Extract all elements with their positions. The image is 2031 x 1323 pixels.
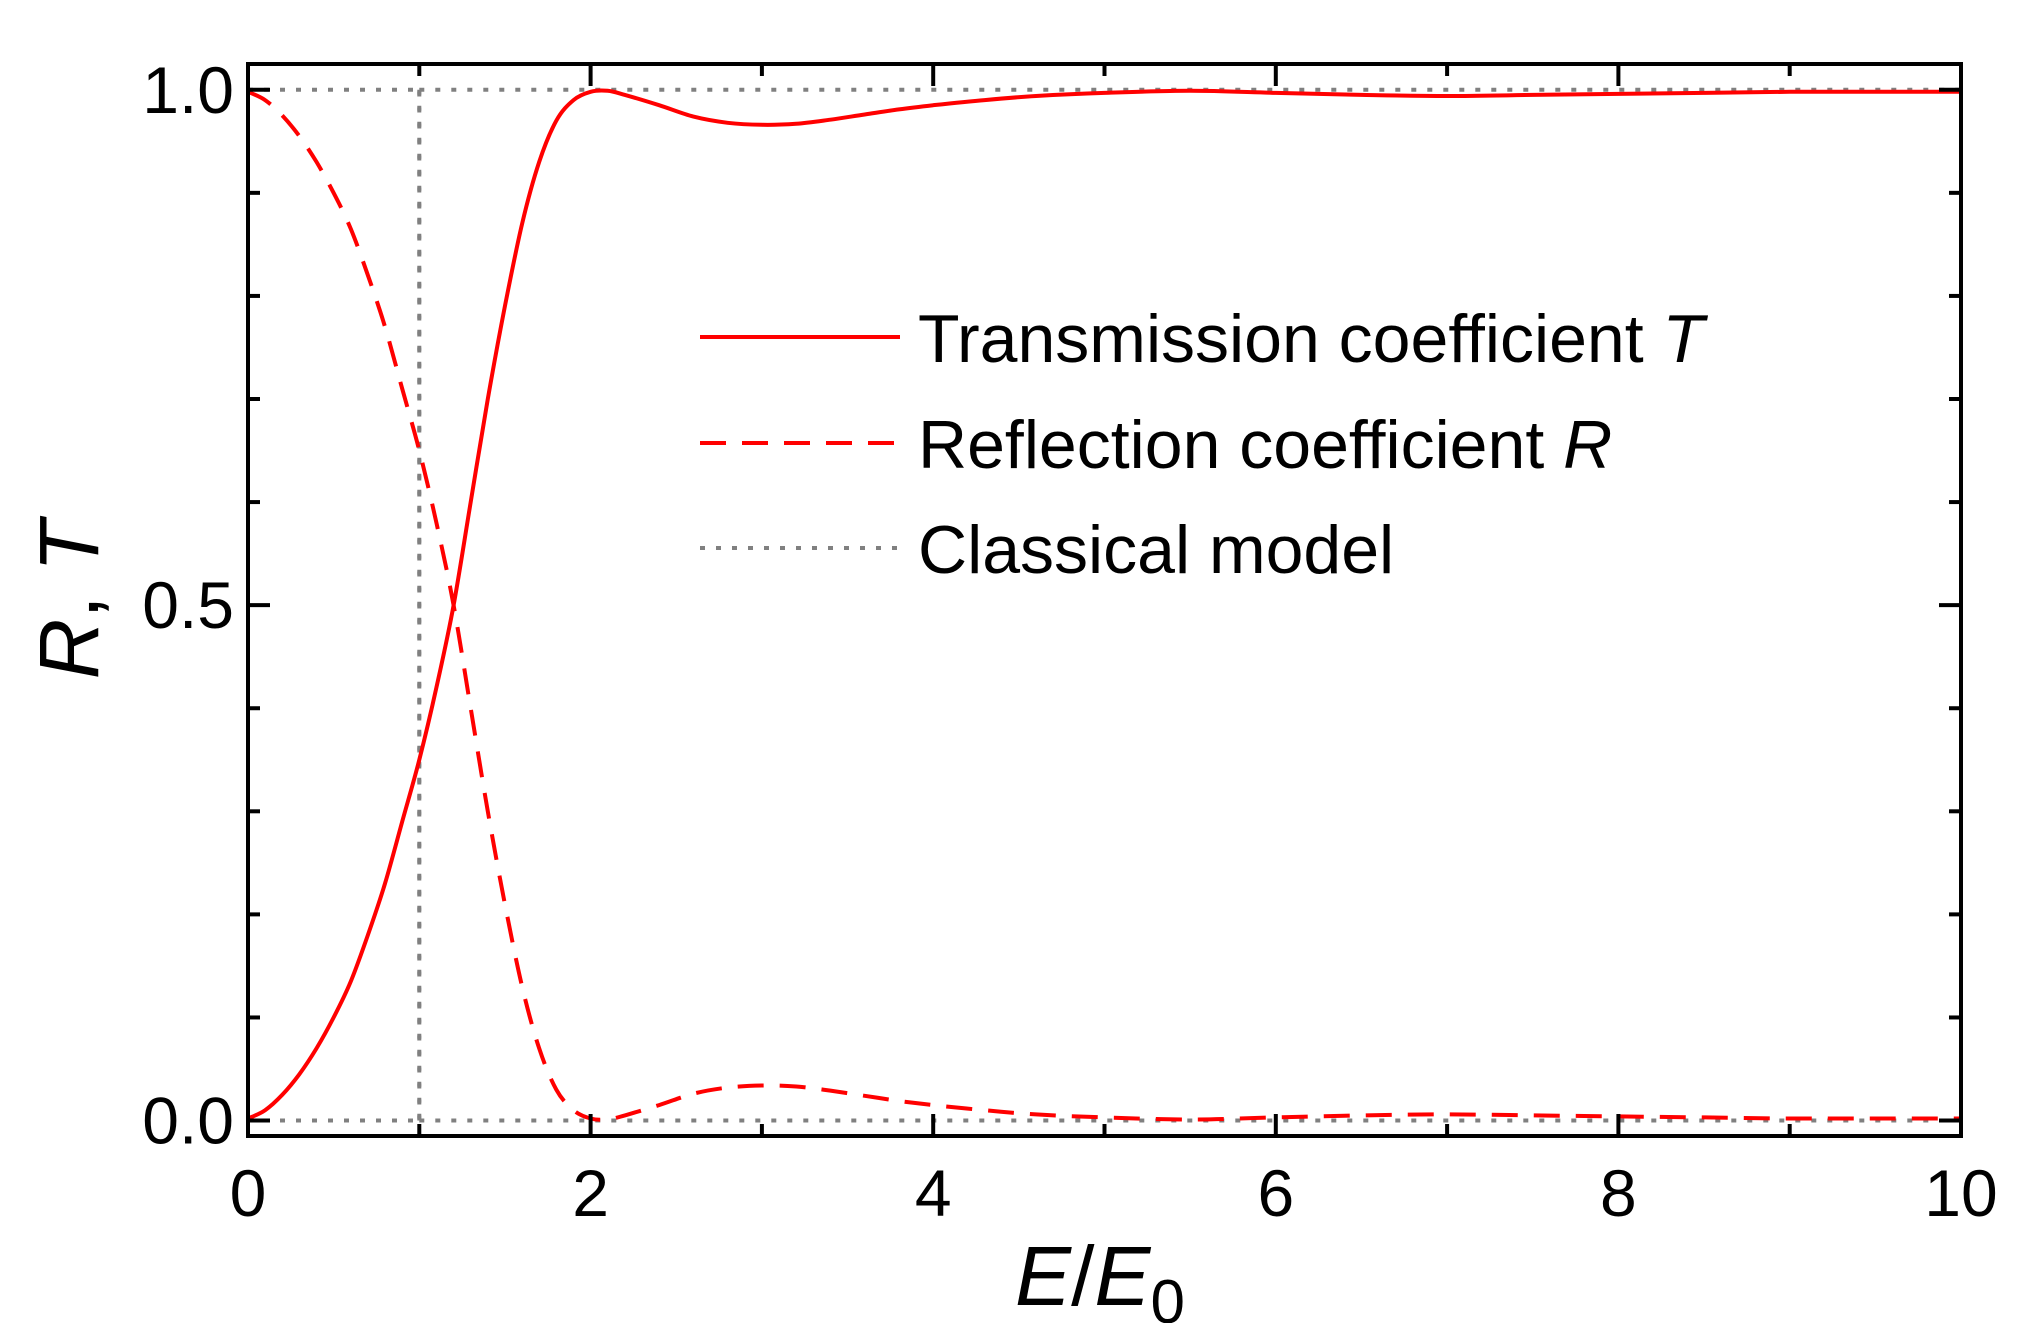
x-axis-label: E/E0	[1015, 1229, 1185, 1323]
x-tick-label: 10	[1924, 1156, 1997, 1230]
y-axis-label: R, T	[22, 515, 116, 679]
y-tick-label: 0.0	[142, 1084, 234, 1158]
x-tick-label: 2	[572, 1156, 609, 1230]
legend-label-transmission: Transmission coefficient T	[918, 301, 1709, 377]
x-tick-label: 4	[915, 1156, 952, 1230]
legend-label-classical: Classical model	[918, 512, 1394, 588]
plot-frame	[246, 62, 1963, 1138]
legend-label-reflection: Reflection coefficient R	[918, 407, 1612, 483]
reflection-curve	[248, 89, 1961, 1122]
legend: Transmission coefficient T Reflection co…	[700, 301, 1709, 588]
y-tick-label: 1.0	[142, 53, 234, 127]
transmission-curve	[248, 88, 1961, 1121]
y-tick-label: 0.5	[142, 568, 234, 642]
x-tick-label: 8	[1600, 1156, 1637, 1230]
x-tick-label: 6	[1257, 1156, 1294, 1230]
x-tick-label: 0	[230, 1156, 267, 1230]
